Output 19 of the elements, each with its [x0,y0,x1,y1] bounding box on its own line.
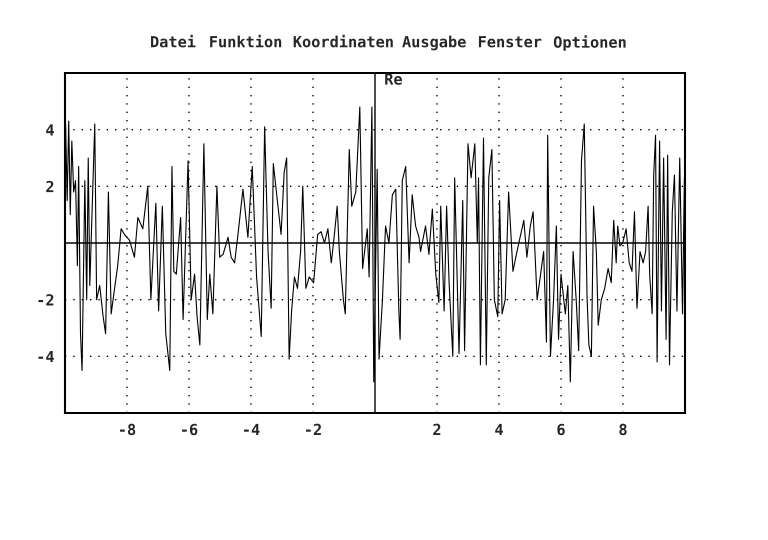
x-tick-label: -2 [306,424,321,436]
text: Koordinaten [294,34,393,48]
y-tick-label: -4 [38,351,54,362]
x-tick-label: 2 [433,424,440,436]
x-tick-label: 8 [619,424,627,436]
x-tick-label: 6 [557,424,565,436]
y-tick-label: -2 [38,294,54,306]
text: Datei [151,34,196,48]
x-tick-label: -6 [182,424,198,436]
x-tick-label: -8 [120,424,136,436]
text: Ausgabe [402,36,466,50]
text: Funktion [210,34,282,48]
x-tick-label: 4 [495,424,503,436]
x-tick-label: -4 [244,424,260,436]
y-tick-label: 4 [46,124,54,136]
y-tick-label: 2 [46,180,54,192]
text: Optionen [554,35,626,51]
ref-line-label: Re [385,73,402,85]
text: Fenster [478,36,542,48]
